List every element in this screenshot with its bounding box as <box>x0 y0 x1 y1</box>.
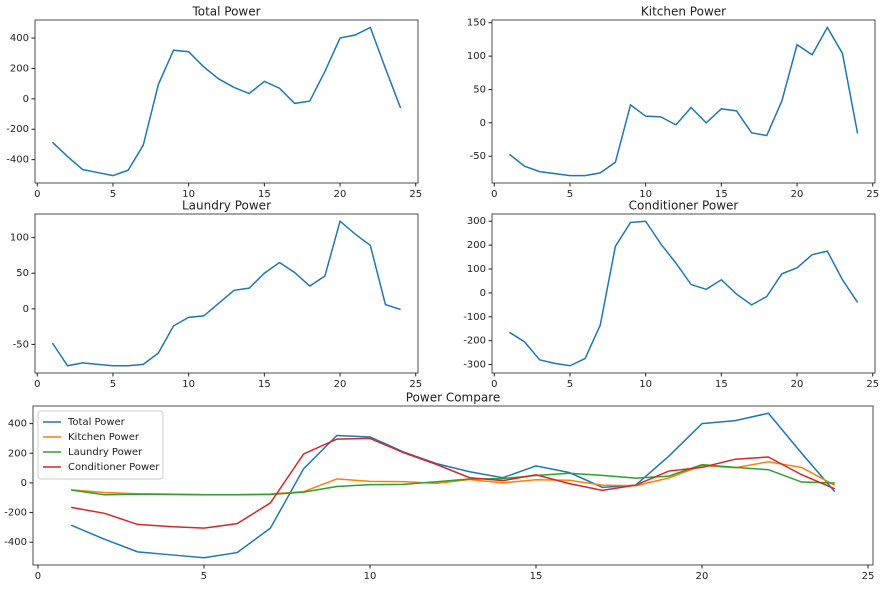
y-tick-label: 150 <box>467 18 486 29</box>
y-tick-label: -400 <box>4 537 27 548</box>
x-tick-label: 25 <box>409 189 422 200</box>
x-tick-label: 25 <box>866 189 879 200</box>
axes-frame <box>491 213 876 374</box>
x-tick-label: 0 <box>35 571 41 582</box>
data-line <box>508 25 859 177</box>
data-line <box>70 412 836 559</box>
x-tick-label: 5 <box>201 571 207 582</box>
data-line <box>71 437 836 529</box>
y-tick-label: 0 <box>480 118 486 129</box>
x-tick-label: 20 <box>334 189 347 200</box>
x-tick-label: 25 <box>866 379 879 390</box>
y-tick-label: -200 <box>6 124 29 135</box>
x-tick-label: 25 <box>862 571 875 582</box>
x-tick-label: 0 <box>34 379 40 390</box>
y-tick-label: 50 <box>16 268 29 279</box>
x-tick-label: 10 <box>182 189 195 200</box>
x-tick-label: 20 <box>791 379 804 390</box>
x-tick-label: 10 <box>639 379 652 390</box>
x-tick-label: 5 <box>110 189 116 200</box>
legend-label: Laundry Power <box>68 447 143 458</box>
axes-frame <box>34 213 419 374</box>
y-tick-label: -100 <box>463 312 486 323</box>
legend-label: Conditioner Power <box>68 462 160 473</box>
x-tick-label: 5 <box>567 189 573 200</box>
legend-label: Kitchen Power <box>68 432 140 443</box>
x-tick-label: 20 <box>334 379 347 390</box>
axes-frame <box>34 19 419 184</box>
x-tick-label: 10 <box>182 379 195 390</box>
chart-title: Conditioner Power <box>629 199 739 213</box>
y-tick-label: 100 <box>10 233 29 244</box>
chart-title: Kitchen Power <box>641 5 726 19</box>
chart-title: Laundry Power <box>182 199 271 213</box>
x-tick-label: 15 <box>715 379 728 390</box>
x-tick-label: 5 <box>567 379 573 390</box>
data-line <box>51 219 401 367</box>
x-tick-label: 10 <box>639 189 652 200</box>
y-tick-label: -50 <box>13 339 29 350</box>
y-tick-label: 0 <box>21 478 27 489</box>
x-tick-label: 15 <box>258 379 271 390</box>
legend-box <box>37 410 164 480</box>
data-line <box>71 463 835 496</box>
y-tick-label: 100 <box>467 51 486 62</box>
x-tick-label: 15 <box>258 189 271 200</box>
chart-title: Power Compare <box>406 391 501 405</box>
y-tick-label: 100 <box>467 264 486 275</box>
axes-frame <box>32 405 874 566</box>
y-tick-label: -50 <box>470 151 486 162</box>
x-tick-label: 20 <box>791 189 804 200</box>
axes-frame <box>491 19 876 184</box>
y-tick-label: 0 <box>23 304 29 315</box>
x-tick-label: 25 <box>409 379 422 390</box>
y-tick-label: 0 <box>23 94 29 105</box>
data-line <box>509 220 859 367</box>
y-tick-label: 200 <box>467 240 486 251</box>
data-line <box>51 26 402 177</box>
y-tick-label: 400 <box>8 419 27 430</box>
x-tick-label: 10 <box>364 571 377 582</box>
x-tick-label: 0 <box>34 189 40 200</box>
x-tick-label: 15 <box>715 189 728 200</box>
y-tick-label: 300 <box>467 216 486 227</box>
y-tick-label: 50 <box>473 84 486 95</box>
y-tick-label: -200 <box>463 336 486 347</box>
y-tick-label: 200 <box>10 63 29 74</box>
x-tick-label: 5 <box>110 379 116 390</box>
x-tick-label: 0 <box>491 189 497 200</box>
x-tick-label: 20 <box>696 571 709 582</box>
y-tick-label: 400 <box>10 33 29 44</box>
y-tick-label: 0 <box>480 288 486 299</box>
x-tick-label: 15 <box>530 571 543 582</box>
y-tick-label: 200 <box>8 448 27 459</box>
y-tick-label: -400 <box>6 155 29 166</box>
y-tick-label: -200 <box>4 508 27 519</box>
x-tick-label: 0 <box>491 379 497 390</box>
y-tick-label: -300 <box>463 360 486 371</box>
chart-title: Total Power <box>191 5 260 19</box>
legend-label: Total Power <box>67 417 126 428</box>
